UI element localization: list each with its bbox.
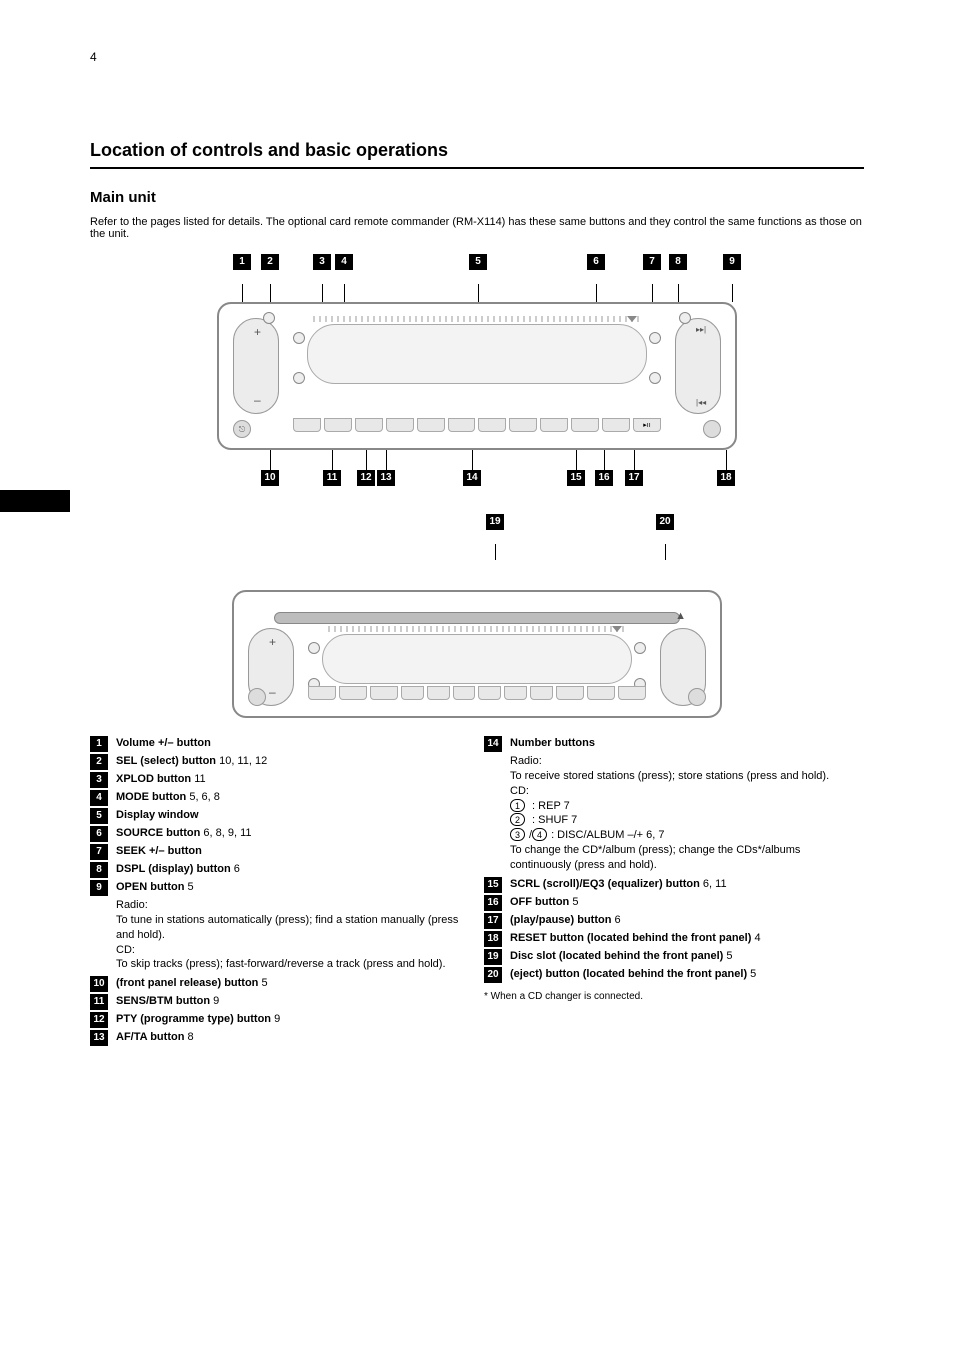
callout-3: 3 xyxy=(313,254,331,270)
refer-text: Refer to the pages listed for details. T… xyxy=(90,216,864,240)
legend-item: 3XPLOD button 11 xyxy=(90,772,470,788)
open-button xyxy=(679,312,691,324)
legend-item: 12PTY (programme type) button 9 xyxy=(90,1012,470,1028)
legend-item: 7SEEK +/– button xyxy=(90,844,470,860)
legend-item: 8DSPL (display) button 6 xyxy=(90,862,470,878)
mode-button xyxy=(293,372,305,384)
btn-off xyxy=(602,418,630,432)
diagram-closed-unit: 19 20 ▲ +– xyxy=(232,514,722,718)
page-number: 4 xyxy=(90,50,97,64)
legend-col-left: 1Volume +/– button 2SEL (select) button 1… xyxy=(90,736,470,1048)
reset-button xyxy=(703,420,721,438)
callout-17: 17 xyxy=(625,470,643,486)
legend-item: 4MODE button 5, 6, 8 xyxy=(90,790,470,806)
callout-12: 12 xyxy=(357,470,375,486)
minus-icon: – xyxy=(254,393,261,407)
btn-play: ▸ıı xyxy=(633,418,661,432)
callout-5: 5 xyxy=(469,254,487,270)
callout-7: 7 xyxy=(643,254,661,270)
round-btn xyxy=(308,642,320,654)
number-button-strip: ▸ıı xyxy=(293,418,661,436)
callout-14: 14 xyxy=(463,470,481,486)
callout-2: 2 xyxy=(261,254,279,270)
eject-icon: ▲ xyxy=(675,610,686,622)
display-window xyxy=(307,324,647,384)
num-btn xyxy=(478,418,506,432)
dspl-button xyxy=(649,372,661,384)
seek-down-icon: |◂◂ xyxy=(696,398,706,407)
callout-18: 18 xyxy=(717,470,735,486)
btn-strip-closed xyxy=(308,686,646,704)
callout-1: 1 xyxy=(233,254,251,270)
sel-button xyxy=(263,312,275,324)
legend-item: 20 (eject) button (located behind the fr… xyxy=(484,967,864,983)
legend-item: 18RESET button (located behind the front… xyxy=(484,931,864,947)
legend-item: 17 (play/pause) button 6 xyxy=(484,913,864,929)
dots-row xyxy=(328,626,626,632)
legend-item: 5Display window xyxy=(90,808,470,824)
round-btn xyxy=(634,642,646,654)
callout-16: 16 xyxy=(595,470,613,486)
page-title: Location of controls and basic operation… xyxy=(90,140,864,161)
device-open: + – ▸▸| |◂◂ xyxy=(217,302,737,450)
release-btn-closed xyxy=(248,688,266,706)
callout-15: 15 xyxy=(567,470,585,486)
callout-4: 4 xyxy=(335,254,353,270)
num-btn xyxy=(417,418,445,432)
release-button: ⎋ xyxy=(233,420,251,438)
callout-20: 20 xyxy=(656,514,674,530)
callout-11: 11 xyxy=(323,470,341,486)
legend-item: 9OPEN button 5 xyxy=(90,880,470,896)
disc-slot xyxy=(274,612,680,624)
callout-9: 9 xyxy=(723,254,741,270)
btn-afta xyxy=(355,418,383,432)
callout-19: 19 xyxy=(486,514,504,530)
device-closed: ▲ +– xyxy=(232,590,722,718)
num-btn xyxy=(448,418,476,432)
legend-item: 13AF/TA button 8 xyxy=(90,1030,470,1046)
callout-10: 10 xyxy=(261,470,279,486)
legend-item: 19Disc slot (located behind the front pa… xyxy=(484,949,864,965)
legend-columns: 1Volume +/– button 2SEL (select) button 1… xyxy=(90,736,864,1048)
legend-item: 15SCRL (scroll)/EQ3 (equalizer) button 6… xyxy=(484,877,864,893)
xplod-button xyxy=(293,332,305,344)
seek-sub: Radio: To tune in stations automatically… xyxy=(116,898,470,972)
seek-up-icon: ▸▸| xyxy=(696,325,706,334)
callout-6: 6 xyxy=(587,254,605,270)
section-subtitle: Main unit xyxy=(90,189,864,206)
legend-item: 16OFF button 5 xyxy=(484,895,864,911)
diagram-open-unit: 123456789 + – ▸▸| |◂◂ xyxy=(217,254,737,504)
btn-pty xyxy=(324,418,352,432)
btn-scrl xyxy=(571,418,599,432)
num-btn xyxy=(509,418,537,432)
black-side-tab xyxy=(0,490,70,512)
display-window-closed xyxy=(322,634,632,684)
num-btn xyxy=(540,418,568,432)
dots-row xyxy=(313,316,641,322)
legend-sub: Radio: To receive stored stations (press… xyxy=(510,754,864,873)
num-btn xyxy=(386,418,414,432)
legend-item: 14 Number buttons xyxy=(484,736,864,752)
legend-item: 11SENS/BTM button 9 xyxy=(90,994,470,1010)
callout-8: 8 xyxy=(669,254,687,270)
legend-item: 6SOURCE button 6, 8, 9, 11 xyxy=(90,826,470,842)
volume-rocker: + – xyxy=(233,318,279,414)
legend-item: 2SEL (select) button 10, 11, 12 xyxy=(90,754,470,770)
legend-item: 10 (front panel release) button 5 xyxy=(90,976,470,992)
footnote: * When a CD changer is connected. xyxy=(484,991,864,1002)
callout-13: 13 xyxy=(377,470,395,486)
plus-icon: + xyxy=(254,325,261,339)
tri-icon xyxy=(627,316,637,322)
title-rule xyxy=(90,167,864,169)
reset-btn-closed xyxy=(688,688,706,706)
seek-rocker: ▸▸| |◂◂ xyxy=(675,318,721,414)
source-button xyxy=(649,332,661,344)
legend-item: 1Volume +/– button xyxy=(90,736,470,752)
legend-col-right: 14 Number buttons Radio: To receive stor… xyxy=(484,736,864,1048)
tri-icon xyxy=(612,626,622,632)
btn-bm xyxy=(293,418,321,432)
